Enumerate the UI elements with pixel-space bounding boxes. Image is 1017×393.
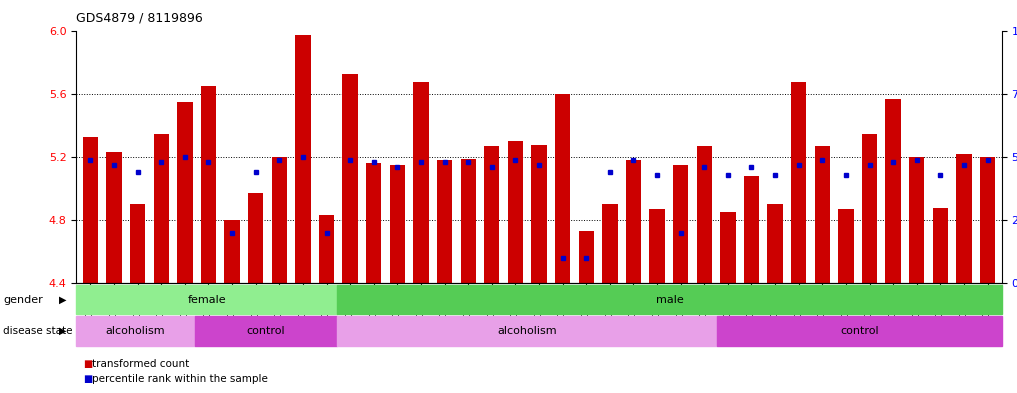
Text: control: control	[840, 326, 879, 336]
Bar	[195, 316, 338, 346]
Bar	[225, 220, 240, 283]
Bar	[743, 176, 759, 283]
Text: transformed count: transformed count	[92, 358, 189, 369]
Bar	[366, 163, 381, 283]
Bar	[956, 154, 971, 283]
Bar	[815, 146, 830, 283]
Text: control: control	[247, 326, 286, 336]
Bar	[673, 165, 689, 283]
Text: ▶: ▶	[59, 295, 67, 305]
Text: female: female	[187, 295, 226, 305]
Bar	[720, 212, 735, 283]
Bar	[697, 146, 712, 283]
Bar	[200, 86, 217, 283]
Bar	[555, 94, 571, 283]
Bar	[338, 285, 1002, 314]
Bar	[484, 146, 499, 283]
Bar	[838, 209, 853, 283]
Bar	[717, 316, 1002, 346]
Text: ▶: ▶	[59, 326, 67, 336]
Text: ■: ■	[83, 358, 93, 369]
Bar	[791, 82, 806, 283]
Text: alcoholism: alcoholism	[106, 326, 166, 336]
Bar	[861, 134, 878, 283]
Bar	[909, 157, 924, 283]
Bar	[248, 193, 263, 283]
Text: disease state: disease state	[3, 326, 72, 336]
Bar	[82, 137, 98, 283]
Bar	[272, 157, 287, 283]
Bar	[980, 157, 996, 283]
Text: alcoholism: alcoholism	[497, 326, 557, 336]
Bar	[602, 204, 617, 283]
Bar	[177, 102, 192, 283]
Bar	[507, 141, 523, 283]
Bar	[154, 134, 169, 283]
Bar	[768, 204, 783, 283]
Bar	[390, 165, 405, 283]
Bar	[461, 159, 476, 283]
Bar	[579, 231, 594, 283]
Text: gender: gender	[3, 295, 43, 305]
Text: GDS4879 / 8119896: GDS4879 / 8119896	[76, 12, 203, 25]
Bar	[76, 285, 338, 314]
Bar	[437, 160, 453, 283]
Bar	[933, 208, 948, 283]
Bar	[107, 152, 122, 283]
Bar	[76, 316, 195, 346]
Bar	[625, 160, 641, 283]
Bar	[319, 215, 335, 283]
Bar	[295, 35, 310, 283]
Text: ■: ■	[83, 374, 93, 384]
Bar	[130, 204, 145, 283]
Bar	[338, 316, 717, 346]
Bar	[650, 209, 665, 283]
Bar	[413, 82, 428, 283]
Text: male: male	[656, 295, 683, 305]
Bar	[343, 74, 358, 283]
Bar	[886, 99, 901, 283]
Text: percentile rank within the sample: percentile rank within the sample	[92, 374, 267, 384]
Bar	[531, 145, 547, 283]
